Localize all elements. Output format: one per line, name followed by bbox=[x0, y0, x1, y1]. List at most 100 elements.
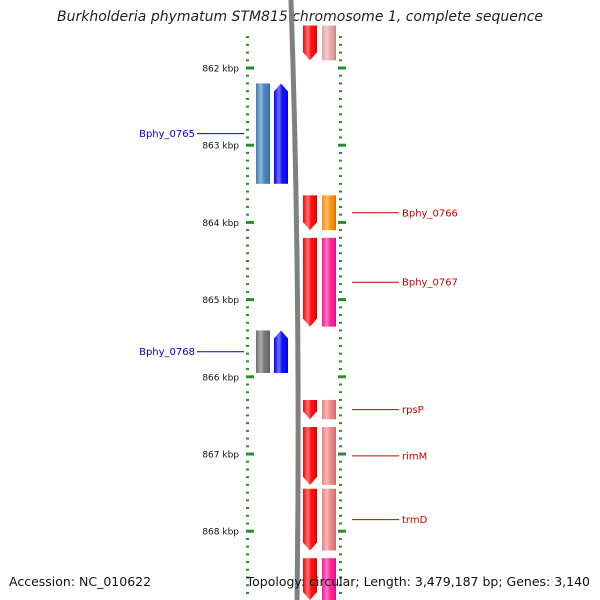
scale-dot bbox=[339, 553, 342, 556]
scale-dot bbox=[339, 43, 342, 46]
scale-dot bbox=[246, 398, 249, 401]
scale-dot bbox=[246, 491, 249, 494]
gene-block-shade bbox=[322, 237, 336, 327]
scale-dot bbox=[246, 422, 249, 425]
scale-dot bbox=[246, 128, 249, 131]
scale-dot bbox=[246, 561, 249, 564]
gene-block-shade bbox=[322, 426, 336, 485]
scale-dot bbox=[339, 568, 342, 571]
scale-dot bbox=[246, 445, 249, 448]
scale-dot bbox=[246, 198, 249, 201]
strand-arrow-shade bbox=[303, 558, 317, 600]
scale-dot bbox=[246, 368, 249, 371]
scale-dot bbox=[339, 329, 342, 332]
scale-dot bbox=[339, 198, 342, 201]
scale-dot bbox=[246, 59, 249, 62]
scale-dot bbox=[246, 568, 249, 571]
scale-dot bbox=[339, 244, 342, 247]
scale-dot bbox=[339, 151, 342, 154]
scale-dot bbox=[339, 74, 342, 77]
gene-labels: Bphy_0765 Bphy_0766 Bphy_0767 Bphy_0768 rpsP… bbox=[139, 129, 458, 526]
scale-dot bbox=[246, 545, 249, 548]
scale-dot bbox=[339, 252, 342, 255]
scale-dot bbox=[339, 82, 342, 85]
tick-label: 868 kbp bbox=[202, 528, 239, 538]
topology-info-text: Topology: circular; Length: 3,479,187 bp… bbox=[246, 574, 590, 589]
scale-dot bbox=[246, 90, 249, 93]
scale-dot bbox=[339, 499, 342, 502]
scale-dot bbox=[339, 576, 342, 579]
gene-block-shade bbox=[322, 25, 336, 61]
scale-dot bbox=[339, 236, 342, 239]
scale-dot bbox=[339, 59, 342, 62]
scale-dot bbox=[339, 314, 342, 317]
scale-dot bbox=[339, 205, 342, 208]
scale-dot bbox=[339, 414, 342, 417]
scale-dot bbox=[246, 522, 249, 525]
gene-block-shade bbox=[256, 330, 270, 373]
scale-dot bbox=[246, 383, 249, 386]
scale-dot bbox=[339, 460, 342, 463]
scale-dot bbox=[246, 507, 249, 510]
tick-mark-right bbox=[338, 452, 346, 456]
tick-mark-left bbox=[246, 298, 254, 302]
scale-dot bbox=[339, 229, 342, 232]
tick-mark-left bbox=[246, 66, 254, 70]
gene-block-shade bbox=[322, 195, 336, 231]
accession-text: Accession: NC_010622 bbox=[9, 574, 152, 589]
scale-dot bbox=[339, 260, 342, 262]
scale-dot bbox=[339, 344, 342, 347]
strand-arrow-shade bbox=[303, 237, 317, 327]
scale-dot bbox=[246, 584, 249, 587]
scale-dot bbox=[246, 167, 249, 170]
scale-dot bbox=[246, 36, 249, 39]
scale-dot bbox=[339, 136, 342, 139]
gene-features bbox=[256, 25, 336, 600]
strand-arrow-shade bbox=[303, 488, 317, 551]
scale-dot bbox=[246, 321, 249, 324]
scale-dot bbox=[339, 51, 342, 54]
tick-label: 862 kbp bbox=[202, 65, 239, 75]
scale-dot bbox=[339, 545, 342, 548]
scale-dot bbox=[339, 368, 342, 371]
tick-label: 865 kbp bbox=[202, 296, 239, 306]
tick-mark-left bbox=[246, 220, 254, 224]
scale-dot bbox=[246, 182, 249, 185]
scale-dot bbox=[339, 437, 342, 440]
scale-dot bbox=[246, 267, 249, 270]
scale-dot bbox=[246, 113, 249, 116]
chromosome-backbone bbox=[288, 0, 301, 600]
tick-mark-right bbox=[338, 298, 346, 302]
scale-dot bbox=[246, 190, 249, 193]
scale-dot bbox=[339, 406, 342, 409]
strand-arrow-shade bbox=[274, 330, 288, 373]
scale-dot bbox=[246, 329, 249, 332]
scale-dot bbox=[246, 553, 249, 556]
scale-dot bbox=[246, 360, 249, 363]
scale-dot bbox=[246, 429, 249, 432]
gene-block-shade bbox=[322, 558, 336, 600]
tick-mark-right bbox=[338, 66, 346, 70]
scale-dot bbox=[339, 391, 342, 394]
scale-dot bbox=[246, 260, 249, 262]
scale-dot bbox=[246, 391, 249, 394]
scale-dot bbox=[246, 97, 249, 100]
strand-arrow-shade bbox=[303, 195, 317, 231]
scale-dot bbox=[339, 283, 342, 286]
scale-dot bbox=[246, 244, 249, 247]
tick-mark-right bbox=[338, 375, 346, 379]
scale-dot bbox=[339, 321, 342, 324]
scale-dot bbox=[339, 429, 342, 432]
scale-dot bbox=[246, 337, 249, 340]
tick-mark-right bbox=[338, 529, 346, 533]
gene-label: Bphy_0768 bbox=[139, 347, 195, 358]
scale-dot bbox=[246, 460, 249, 463]
scale-dot bbox=[339, 483, 342, 486]
scale-dot bbox=[339, 507, 342, 510]
scale-dot bbox=[246, 121, 249, 124]
scale-dot bbox=[339, 537, 342, 540]
scale-dot bbox=[339, 514, 342, 517]
scale-dot bbox=[339, 105, 342, 108]
scale-dot bbox=[246, 159, 249, 162]
